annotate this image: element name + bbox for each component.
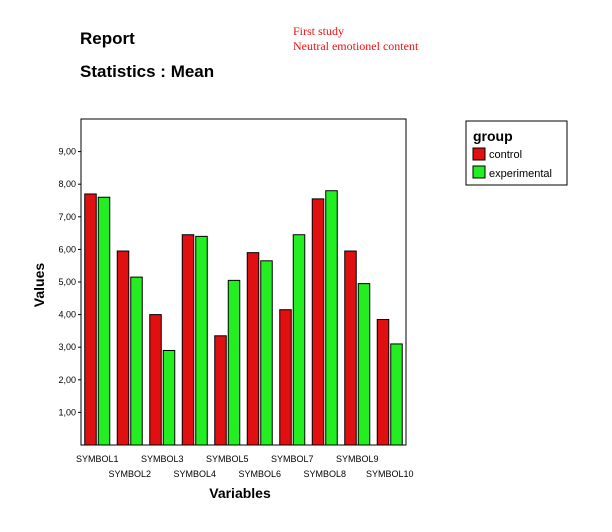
x-category-label: SYMBOL9 xyxy=(336,454,379,464)
x-axis-labels: SYMBOL1 SYMBOL2 SYMBOL3 SYMBOL4 SYMBOL5 SYMBO… xyxy=(76,454,414,479)
bar-control-symbol5 xyxy=(214,335,227,446)
x-category-label: SYMBOL6 xyxy=(238,469,281,479)
bar-control-symbol2 xyxy=(116,250,130,446)
bar-experimental-symbol9 xyxy=(357,283,371,446)
bar-experimental-symbol2 xyxy=(130,276,143,446)
legend: group control experimental xyxy=(465,120,568,186)
y-tick-label: 5,00 xyxy=(58,277,76,287)
legend-label-experimental: experimental xyxy=(489,168,552,180)
legend-title: group xyxy=(473,128,513,144)
bar-control-symbol8 xyxy=(311,198,325,446)
y-tick-label: 2,00 xyxy=(58,375,76,385)
bar-experimental-symbol7 xyxy=(292,234,306,446)
x-category-label: SYMBOL1 xyxy=(76,454,119,464)
legend-label-control: control xyxy=(489,149,522,161)
bar-experimental-symbol6 xyxy=(260,260,273,446)
x-axis-title: Variables xyxy=(209,485,271,501)
x-category-label: SYMBOL5 xyxy=(206,454,249,464)
y-tick-label: 6,00 xyxy=(58,244,76,254)
y-axis: 1,00 2,00 3,00 4,00 5,00 6,00 7,00 8,00 9,00 xyxy=(58,147,81,417)
statistics-subtitle: Statistics : Mean xyxy=(80,62,215,81)
bar-control-symbol9 xyxy=(344,250,357,446)
x-category-label: SYMBOL8 xyxy=(303,469,346,479)
bar-experimental-symbol8 xyxy=(325,190,338,446)
bar-control-symbol10 xyxy=(376,318,390,446)
bar-experimental-symbol5 xyxy=(227,279,241,446)
x-category-label: SYMBOL4 xyxy=(173,469,216,479)
legend-swatch-experimental xyxy=(472,165,486,179)
y-tick-label: 1,00 xyxy=(58,407,76,417)
y-tick-label: 3,00 xyxy=(58,342,76,352)
plot-area-frame xyxy=(80,118,407,446)
bar-control-symbol6 xyxy=(246,252,260,446)
y-tick-label: 9,00 xyxy=(58,147,76,157)
x-category-label: SYMBOL7 xyxy=(271,454,314,464)
bar-control-symbol4 xyxy=(181,234,195,446)
y-tick-label: 7,00 xyxy=(58,212,76,222)
bar-experimental-symbol3 xyxy=(162,349,176,446)
bar-control-symbol1 xyxy=(84,193,97,446)
bars-group xyxy=(84,190,403,446)
bar-control-symbol3 xyxy=(149,314,162,446)
study-note-line-2: Neutral emotionel content xyxy=(293,39,419,53)
x-category-label: SYMBOL2 xyxy=(108,469,151,479)
bar-experimental-symbol10 xyxy=(390,343,403,446)
x-category-label: SYMBOL3 xyxy=(141,454,184,464)
bar-control-symbol7 xyxy=(279,309,292,446)
report-title: Report xyxy=(80,29,135,48)
y-axis-title: Values xyxy=(31,263,47,308)
study-note-line-1: First study xyxy=(293,24,345,38)
y-tick-label: 4,00 xyxy=(58,310,76,320)
bar-experimental-symbol1 xyxy=(97,196,111,446)
bar-experimental-symbol4 xyxy=(195,235,208,446)
legend-swatch-control xyxy=(472,147,486,161)
y-tick-label: 8,00 xyxy=(58,179,76,189)
x-category-label: SYMBOL10 xyxy=(366,469,414,479)
